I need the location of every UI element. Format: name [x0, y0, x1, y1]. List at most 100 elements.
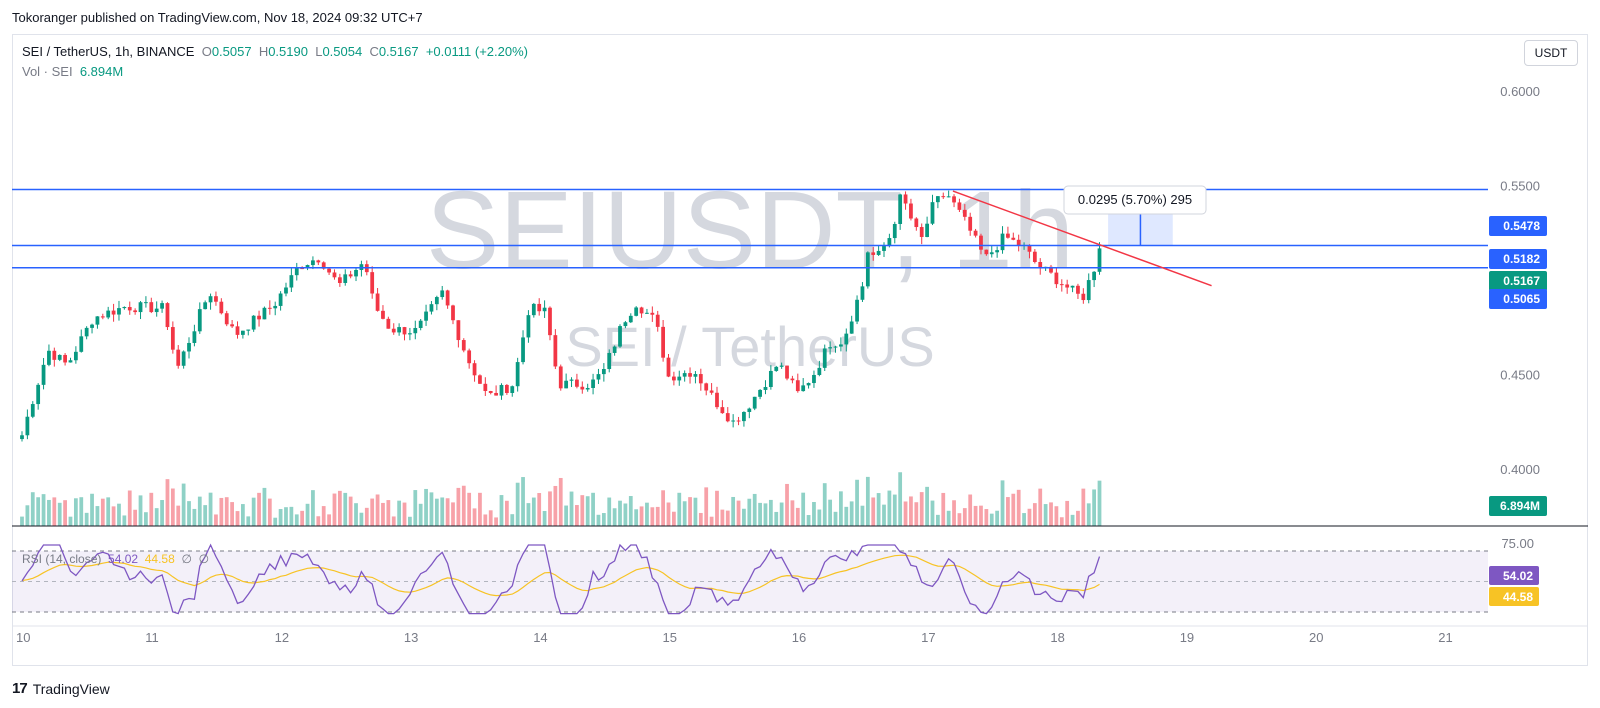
- volume-bar: [478, 492, 482, 526]
- volume-bar: [844, 506, 849, 526]
- candle-body: [451, 305, 455, 321]
- candle-body: [558, 366, 563, 389]
- volume-bar: [607, 497, 612, 526]
- volume-bar: [1000, 480, 1005, 526]
- rsi-label[interactable]: RSI (14, close): [22, 552, 102, 566]
- volume-bar: [176, 505, 181, 526]
- candle-body: [844, 333, 849, 345]
- candle-body: [785, 365, 789, 379]
- volume-bar: [472, 508, 477, 526]
- volume-bar: [979, 505, 983, 526]
- candle-body: [752, 396, 757, 409]
- candle-body: [817, 367, 822, 375]
- volume-bar: [106, 497, 111, 526]
- candle-body: [930, 202, 935, 224]
- volume-bar: [1097, 480, 1102, 526]
- volume-bar: [531, 497, 536, 526]
- volume-bar: [36, 497, 41, 526]
- time-tick: 15: [663, 630, 677, 645]
- time-tick: 11: [145, 630, 159, 645]
- footer-brand[interactable]: 17 TradingView: [12, 680, 110, 697]
- volume-bar: [504, 500, 509, 526]
- candle-body: [575, 379, 579, 387]
- candle-body: [25, 416, 30, 436]
- volume-bar: [935, 514, 940, 526]
- volume-bar: [601, 513, 606, 526]
- currency-button[interactable]: USDT: [1524, 40, 1578, 66]
- price-badge: [1489, 271, 1547, 291]
- candle-body: [1032, 251, 1037, 262]
- volume-bar: [79, 497, 84, 526]
- candle-body: [434, 297, 439, 305]
- candle-body: [1092, 271, 1096, 281]
- candle-body: [1081, 293, 1086, 301]
- rsi-badge: [1489, 566, 1539, 585]
- candle-body: [607, 352, 612, 370]
- candle-body: [235, 326, 240, 335]
- volume-bar: [655, 506, 660, 526]
- drawings[interactable]: 0.0295 (5.70%) 295: [12, 185, 1488, 287]
- volume-value: 6.894M: [79, 64, 124, 79]
- volume-bar: [100, 498, 105, 526]
- rsi-ma-value: 44.58: [144, 552, 175, 566]
- volume-bar: [558, 477, 563, 526]
- candlesticks: [20, 190, 1102, 442]
- price-badge: [1489, 289, 1547, 309]
- volume-bar: [564, 505, 569, 526]
- candle-body: [892, 223, 897, 239]
- volume-bar: [332, 493, 337, 526]
- candle-body: [1038, 261, 1043, 268]
- candle-body: [106, 310, 111, 318]
- volume-bar: [806, 515, 811, 526]
- volume-label[interactable]: Vol · SEI: [22, 64, 73, 79]
- candle-body: [127, 307, 132, 311]
- candle-body: [20, 435, 24, 440]
- volume-bar: [709, 516, 714, 526]
- candle-body: [1097, 248, 1102, 272]
- candle-body: [278, 293, 283, 306]
- rsi-extra-1: ∅: [181, 552, 192, 566]
- candle-body: [402, 327, 407, 335]
- candle-body: [1076, 285, 1080, 294]
- candle-body: [995, 250, 1000, 253]
- rsi-ma-badge-label: 44.58: [1503, 590, 1533, 604]
- price-tick: 0.4000: [1500, 462, 1540, 477]
- candle-body: [860, 286, 865, 300]
- candle-body: [935, 196, 940, 203]
- volume-bar: [57, 502, 62, 526]
- volume-bar: [197, 496, 202, 526]
- volume-bar: [257, 492, 261, 526]
- volume-bar: [801, 492, 806, 526]
- candle-body: [962, 209, 967, 217]
- candle-body: [521, 337, 525, 363]
- candle-body: [100, 316, 105, 318]
- symbol-name[interactable]: SEI / TetherUS, 1h, BINANCE: [22, 44, 195, 59]
- candle-body: [36, 384, 41, 405]
- candle-body: [790, 378, 795, 381]
- volume-bar: [677, 492, 682, 526]
- candle-body: [537, 303, 542, 312]
- candle-body: [682, 373, 687, 377]
- time-tick: 18: [1050, 630, 1064, 645]
- volume-bar: [30, 492, 35, 526]
- volume-bar: [1070, 514, 1075, 526]
- volume-bar: [941, 492, 946, 526]
- volume-bar: [84, 512, 89, 526]
- close-label: C: [369, 44, 379, 59]
- candle-body: [1070, 285, 1075, 288]
- volume-bar: [311, 490, 315, 526]
- volume-bar: [952, 500, 956, 526]
- volume-bar: [494, 517, 498, 526]
- volume-bar: [348, 496, 353, 526]
- volume-bar: [925, 486, 929, 526]
- volume-bar: [294, 514, 299, 526]
- volume-bar: [224, 497, 229, 526]
- volume-bar: [666, 502, 671, 526]
- candle-body: [849, 321, 854, 334]
- time-tick: 10: [16, 630, 30, 645]
- candle-body: [510, 386, 515, 393]
- candle-body: [731, 420, 736, 422]
- candle-body: [855, 299, 859, 322]
- volume-bar: [122, 515, 127, 526]
